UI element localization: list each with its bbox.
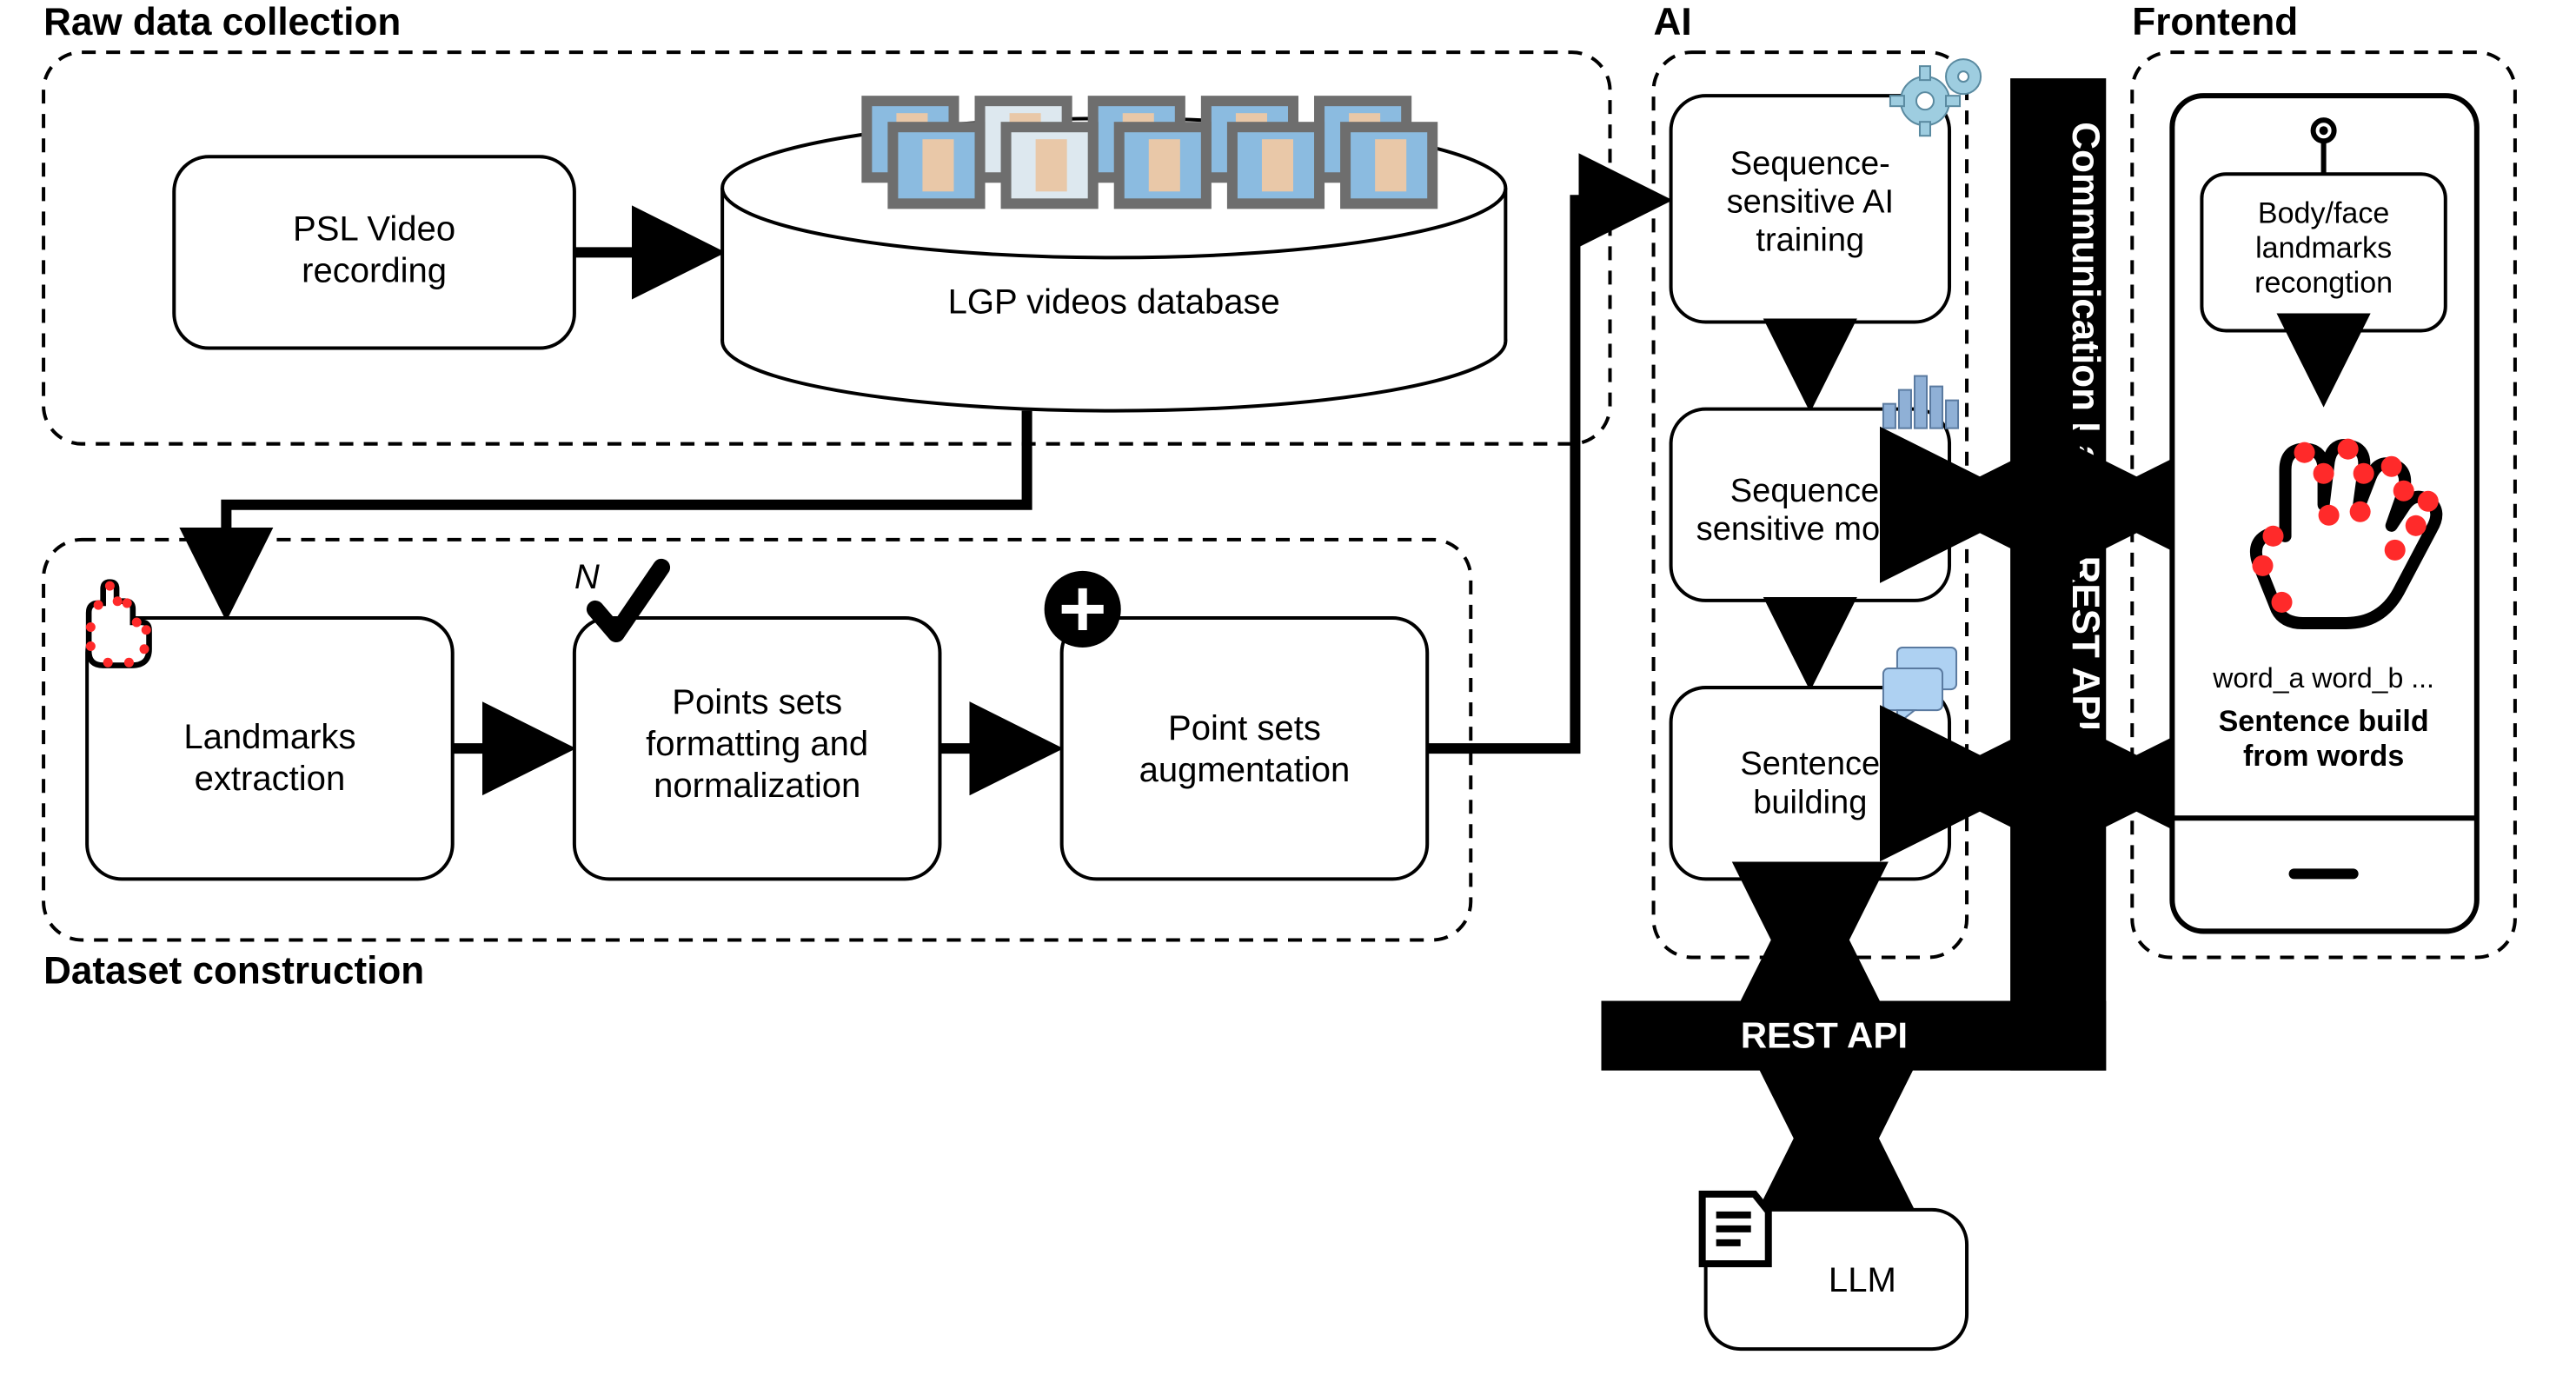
ai-model-l2: sensitive model <box>1696 511 1924 548</box>
film-strips-icon <box>861 96 1437 209</box>
hand-landmarks-icon <box>86 581 151 668</box>
ai-sentence-l2: building <box>1753 784 1867 820</box>
rest-label: REST API <box>1741 1015 1908 1056</box>
augment-node <box>1062 618 1428 879</box>
ai-title: AI <box>1654 1 1692 43</box>
plus-icon <box>1045 571 1121 648</box>
psl-label-1: PSL Video <box>293 209 455 248</box>
svg-text:N: N <box>574 558 600 596</box>
frontend-title: Frontend <box>2132 1 2298 43</box>
phone-words: word_a word_b ... <box>2212 662 2434 694</box>
barchart-icon <box>1883 376 1958 428</box>
raw-title: Raw data collection <box>43 1 401 43</box>
format-l3: normalization <box>654 767 860 805</box>
edge-db-landmarks <box>226 411 1026 606</box>
augment-l1: Point sets <box>1168 709 1321 747</box>
dataset-title: Dataset construction <box>43 950 424 993</box>
ai-model-l1: Sequence- <box>1730 473 1890 509</box>
diagram-canvas: Raw data collection PSL Video recording … <box>0 0 2576 1375</box>
ai-train-l1: Sequence- <box>1730 145 1890 182</box>
phone-recog-l1: Body/face <box>2258 196 2389 229</box>
augment-l2: augmentation <box>1139 751 1351 789</box>
format-l1: Points sets <box>672 683 842 721</box>
psl-label-2: recording <box>302 251 447 289</box>
ai-sentence-l1: Sentence <box>1740 746 1880 782</box>
phone-recog-l3: recongtion <box>2254 266 2393 299</box>
db-label: LGP videos database <box>948 282 1280 321</box>
phone-sentence-l1: Sentence build <box>2219 705 2429 738</box>
phone-sentence-l2: from words <box>2243 740 2404 773</box>
llm-label: LLM <box>1829 1261 1896 1299</box>
ai-train-l2: sensitive AI <box>1727 183 1894 220</box>
phone-recog-l2: landmarks <box>2255 231 2392 264</box>
comm-vertical-label: Communication Layer / REST API <box>2064 122 2107 731</box>
landmarks-l2: extraction <box>195 760 346 798</box>
format-l2: formatting and <box>646 725 868 763</box>
landmarks-l1: Landmarks <box>183 718 355 756</box>
ai-train-l3: training <box>1756 222 1864 258</box>
document-icon <box>1703 1194 1769 1264</box>
